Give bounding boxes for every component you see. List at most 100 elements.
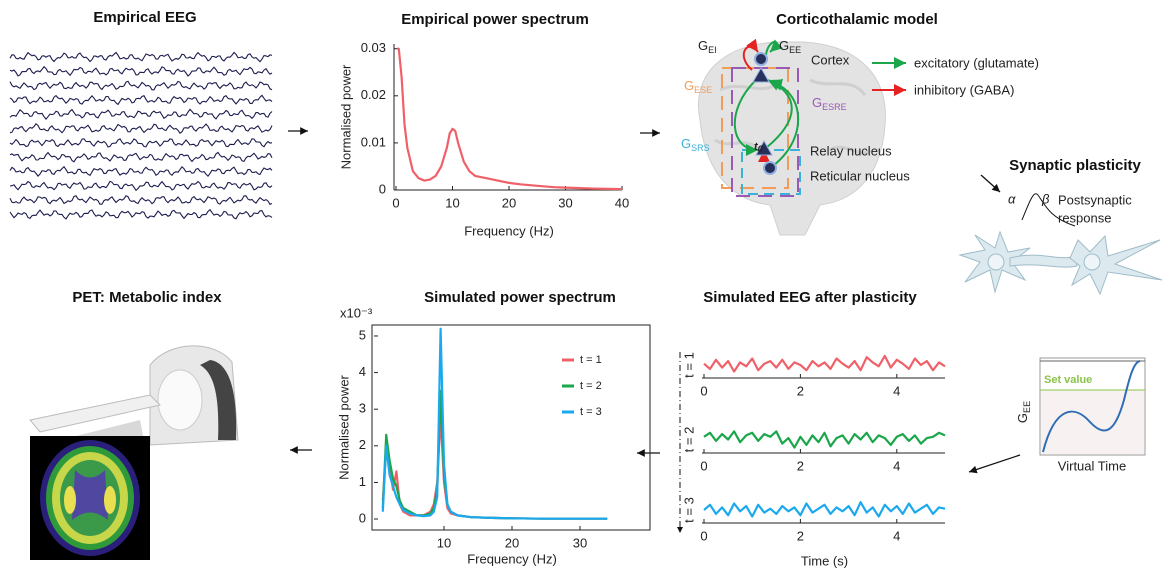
eeg-trace xyxy=(9,108,273,120)
parameter-label: α xyxy=(1008,191,1016,206)
x-axis-label: Virtual Time xyxy=(1058,458,1126,473)
loop-esre xyxy=(731,67,799,197)
gain-label: GSRS xyxy=(681,136,710,153)
plot-frame xyxy=(371,324,651,531)
y-tick-label: 0.02 xyxy=(361,87,386,102)
node xyxy=(755,139,773,156)
series-line xyxy=(381,415,608,520)
gee-plot xyxy=(1039,357,1146,456)
y-tick-label: 1 xyxy=(359,474,366,489)
panel-title: Empirical EEG xyxy=(93,9,196,26)
legend-label: t = 3 xyxy=(580,406,602,418)
x-tick-label: 0 xyxy=(700,458,707,473)
chart-title: Empirical power spectrum xyxy=(401,11,589,28)
y-axis-label: Normalised power xyxy=(336,374,351,479)
y-axis-label: t = 1 xyxy=(681,352,696,378)
reticular-cortex xyxy=(769,78,800,169)
empirical-eeg-traces xyxy=(9,51,273,220)
pet-scanner-illustration xyxy=(29,345,239,560)
x-tick-label: 0 xyxy=(700,528,707,543)
arrow xyxy=(968,454,1021,474)
legend-label: t = 2 xyxy=(580,380,602,392)
eeg-trace xyxy=(9,165,273,178)
y-tick-label: 4 xyxy=(359,364,366,379)
node xyxy=(752,66,770,83)
legend-label: excitatory (glutamate) xyxy=(914,55,1039,70)
x-tick-label: 0 xyxy=(392,195,399,210)
series-line xyxy=(397,47,623,191)
series-line xyxy=(381,327,608,520)
panel-title: Synaptic plasticity xyxy=(1009,157,1141,174)
excitatory-loop xyxy=(765,39,783,56)
series-line xyxy=(703,501,946,518)
series-line xyxy=(703,430,946,449)
eeg-trace xyxy=(9,51,273,63)
x-tick-label: 10 xyxy=(445,195,459,210)
region-label: Reticular nucleus xyxy=(810,168,910,183)
x-tick-label: 2 xyxy=(797,458,804,473)
series-line xyxy=(381,389,608,520)
neuron-illustration xyxy=(958,230,1163,296)
gain-label: GEE xyxy=(779,38,801,55)
legend-label: inhibitory (GABA) xyxy=(914,82,1014,97)
x-tick-label: 10 xyxy=(437,535,451,550)
x-axis-label: Frequency (Hz) xyxy=(467,551,557,566)
eeg-trace xyxy=(9,208,273,220)
x-tick-label: 4 xyxy=(893,528,900,543)
y-tick-label: 0.01 xyxy=(361,134,386,149)
y-tick-label: 3 xyxy=(359,401,366,416)
eeg-trace xyxy=(9,138,273,148)
arrow xyxy=(980,174,1001,193)
y-axis-label: Normalised power xyxy=(338,64,353,169)
y-axis-label: GEE xyxy=(1015,401,1032,423)
x-axis-label: Frequency (Hz) xyxy=(464,223,554,238)
panel-title: Corticothalamic model xyxy=(776,11,938,28)
set-value-label: Set value xyxy=(1044,374,1092,386)
eeg-trace xyxy=(9,194,273,205)
eeg-trace xyxy=(9,65,273,77)
gain-label: GESE xyxy=(684,78,712,95)
x-tick-label: 2 xyxy=(797,383,804,398)
x-tick-label: 0 xyxy=(700,383,707,398)
loop-srs xyxy=(741,149,801,195)
chart-title: Simulated power spectrum xyxy=(424,289,616,306)
y-axis-label: t = 3 xyxy=(681,497,696,523)
x-tick-label: 20 xyxy=(502,195,516,210)
eeg-trace xyxy=(9,94,273,106)
eeg-trace xyxy=(9,180,273,192)
brain-illustration xyxy=(698,41,886,236)
region-label: Relay nucleus xyxy=(810,143,892,158)
node xyxy=(754,52,768,66)
region-label: Cortex xyxy=(811,52,850,67)
chart-title: Simulated EEG after plasticity xyxy=(703,289,917,306)
eeg-trace xyxy=(9,122,273,134)
delay-label: t0 xyxy=(754,141,763,154)
y-tick-label: 2 xyxy=(359,437,366,452)
y-tick-label: 5 xyxy=(359,327,366,342)
x-tick-label: 2 xyxy=(797,528,804,543)
x-tick-label: 30 xyxy=(558,195,572,210)
eeg-trace xyxy=(9,80,273,91)
series-line xyxy=(703,354,946,373)
x-tick-label: 30 xyxy=(573,535,587,550)
parameter-label: β xyxy=(1041,191,1050,206)
y-axis-label: t = 2 xyxy=(681,427,696,453)
legend-label: t = 1 xyxy=(580,354,602,366)
x-tick-label: 20 xyxy=(505,535,519,550)
response-label: Postsynaptic xyxy=(1058,192,1132,207)
response-label: response xyxy=(1058,210,1111,225)
x-tick-label: 4 xyxy=(893,383,900,398)
inhibitory-loop xyxy=(742,38,759,71)
gain-label: GESRE xyxy=(812,95,847,112)
x-axis-label: Time (s) xyxy=(801,553,848,568)
y-tick-label: 0 xyxy=(359,510,366,525)
cortex-relay xyxy=(733,79,759,156)
axis-multiplier: x10⁻³ xyxy=(340,305,373,320)
y-tick-label: 0 xyxy=(379,181,386,196)
x-tick-label: 4 xyxy=(893,458,900,473)
y-tick-label: 0.03 xyxy=(361,40,386,55)
eeg-trace xyxy=(9,151,273,163)
response-curve xyxy=(1021,193,1076,227)
